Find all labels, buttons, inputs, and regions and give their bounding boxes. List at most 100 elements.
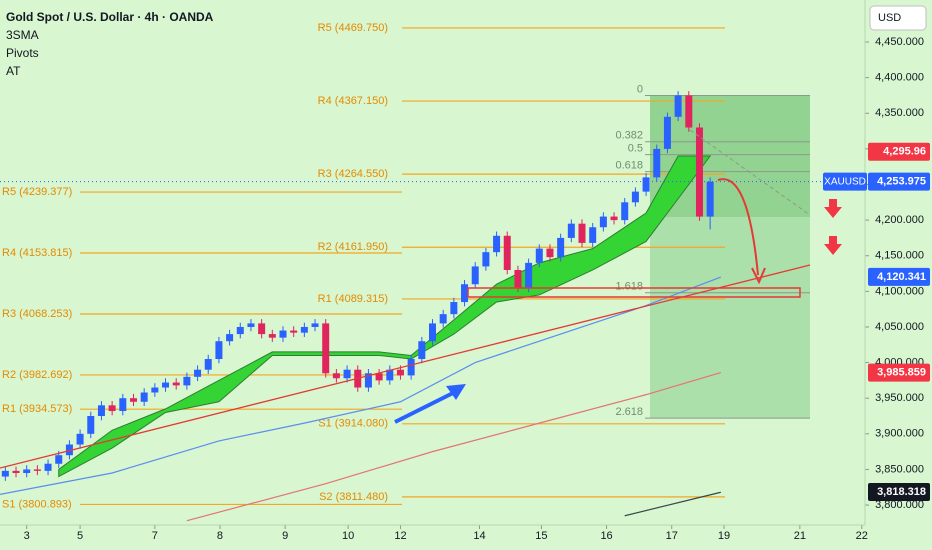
sma-line — [624, 491, 721, 517]
price-tag-label: 3,985.859 — [877, 367, 926, 379]
target-zone — [650, 217, 810, 418]
candle-body — [706, 181, 714, 217]
trend-line — [0, 264, 811, 469]
pivot-label: S1 (3800.893) — [2, 498, 72, 510]
candle-body — [12, 470, 20, 473]
pivot-label: R5 (4469.750) — [318, 22, 388, 34]
candle-body — [631, 191, 639, 203]
price-tag — [868, 483, 930, 502]
candle-body — [183, 376, 191, 386]
pivot-label: S2 (3811.480) — [319, 491, 388, 503]
sma-line — [0, 276, 722, 495]
fib-label: 2.618 — [615, 406, 643, 418]
indicator-label: 3SMA — [6, 28, 39, 42]
candle-body — [194, 369, 202, 377]
candle-body — [140, 392, 148, 402]
x-tick-label: 12 — [394, 530, 406, 542]
indicator-label: Pivots — [6, 46, 39, 60]
candle-body — [503, 235, 511, 270]
plot-area — [650, 95, 810, 418]
pivot-label: R1 (3934.573) — [2, 403, 72, 415]
chart-title: Gold Spot / U.S. Dollar · 4h · OANDA — [6, 10, 214, 24]
currency-box[interactable] — [869, 5, 927, 31]
price-tag-label: 3,818.318 — [877, 486, 926, 498]
y-tick-label: 4,400.000 — [875, 72, 924, 84]
fib-label: 1.618 — [615, 281, 643, 293]
candle-body — [610, 216, 618, 221]
candle-body — [97, 405, 105, 417]
candle-body — [461, 284, 469, 303]
candle-body — [642, 177, 650, 192]
candle-body — [55, 455, 63, 464]
fib-label: 0.618 — [615, 160, 643, 172]
candle-body — [396, 369, 404, 376]
candle-body — [557, 237, 565, 258]
candle-body — [653, 148, 661, 178]
candle-body — [589, 227, 597, 243]
x-tick-label: 16 — [600, 530, 612, 542]
candle-body — [151, 387, 159, 393]
candle-body — [407, 359, 415, 376]
candle-body — [493, 235, 501, 253]
blue-arrow — [394, 390, 456, 424]
candle-body — [567, 223, 575, 238]
ribbon — [58, 155, 712, 478]
candle-body — [343, 369, 351, 379]
x-tick-label: 8 — [217, 530, 223, 542]
price-tag-label: 4,253.975 — [877, 176, 926, 188]
pivot-label: R2 (4161.950) — [318, 241, 388, 253]
candle-body — [482, 252, 490, 267]
candle-body — [76, 433, 84, 445]
candle-body — [300, 326, 308, 333]
candle-body — [418, 341, 426, 360]
candle-body — [236, 326, 244, 335]
symbol-tag — [823, 172, 867, 191]
candle-body — [258, 323, 266, 335]
fib-label: 0.382 — [615, 130, 643, 142]
candle-body — [172, 382, 180, 386]
fib-label: 0.5 — [628, 142, 643, 154]
pivot-label: S1 (3914.080) — [318, 418, 388, 430]
candle-body — [439, 314, 447, 324]
symbol-label: XAUUSD — [824, 176, 866, 187]
candle-body — [129, 398, 137, 402]
candle-body — [450, 302, 458, 315]
pivot-label: R4 (4153.815) — [2, 247, 72, 259]
candle-body — [578, 223, 586, 243]
fib-trend — [689, 129, 811, 216]
x-tick-label: 19 — [718, 530, 730, 542]
candle-body — [695, 127, 703, 217]
price-tag-label: 4,120.341 — [877, 271, 926, 283]
pivot-label: R3 (4264.550) — [318, 168, 388, 180]
currency-label[interactable]: USD — [878, 12, 901, 24]
price-tag — [868, 363, 930, 382]
candle-body — [268, 334, 276, 338]
candle-body — [204, 359, 212, 370]
pivot-label: R4 (4367.150) — [318, 95, 388, 107]
price-tag-label: 4,295.96 — [883, 146, 926, 158]
candle-body — [674, 95, 682, 117]
x-tick-label: 21 — [794, 530, 806, 542]
candle-body — [108, 405, 116, 412]
down-arrow — [824, 236, 842, 255]
candle-body — [375, 373, 383, 381]
y-tick-label: 4,050.000 — [875, 321, 924, 333]
candle-body — [364, 373, 372, 388]
candle-body — [546, 248, 554, 258]
x-tick-label: 3 — [24, 530, 30, 542]
x-tick-label: 9 — [282, 530, 288, 542]
candle-body — [322, 323, 330, 374]
candle-body — [525, 262, 533, 288]
candle-body — [471, 266, 479, 285]
candle-body — [514, 269, 522, 288]
candle-body — [311, 323, 319, 327]
candle-body — [65, 444, 73, 456]
y-tick-label: 3,850.000 — [875, 463, 924, 475]
pivot-label: R3 (4068.253) — [2, 308, 72, 320]
red-curve-arrow — [717, 178, 759, 276]
pivot-label: R2 (3982.692) — [2, 369, 72, 381]
candle-body — [535, 248, 543, 263]
x-tick-label: 15 — [535, 530, 547, 542]
x-tick-label: 17 — [666, 530, 678, 542]
